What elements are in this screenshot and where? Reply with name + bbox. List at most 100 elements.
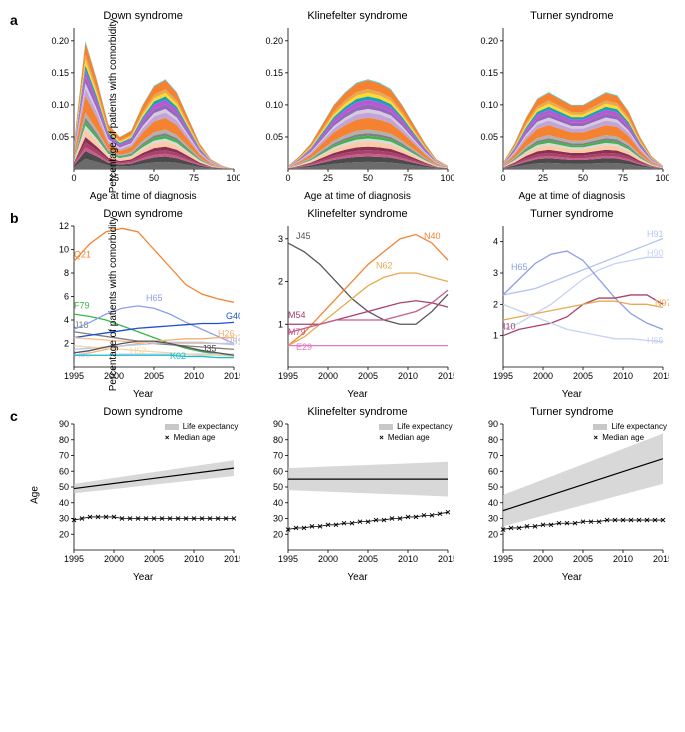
- svg-text:J45: J45: [296, 231, 311, 241]
- xlabel: Year: [469, 572, 675, 583]
- panel-title: Klinefelter syndrome: [254, 208, 460, 220]
- xlabel: Year: [40, 572, 246, 583]
- svg-text:100: 100: [226, 173, 240, 183]
- legend: Life expectancy×Median age: [593, 422, 667, 444]
- svg-text:10: 10: [59, 245, 69, 255]
- ylabel: Percentage of patients with comorbidity: [108, 217, 119, 392]
- svg-text:4: 4: [64, 315, 69, 325]
- svg-text:3: 3: [493, 268, 498, 278]
- svg-text:30: 30: [488, 514, 498, 524]
- svg-text:0.20: 0.20: [51, 36, 69, 46]
- svg-text:70: 70: [488, 451, 498, 461]
- svg-text:2000: 2000: [533, 554, 553, 564]
- xlabel: Year: [254, 572, 460, 583]
- svg-text:2010: 2010: [184, 554, 204, 564]
- svg-text:90: 90: [488, 420, 498, 429]
- panel-a-2: Turner syndrome02550751000.050.100.150.2…: [469, 10, 675, 202]
- legend: Life expectancy×Median age: [165, 422, 239, 444]
- svg-text:50: 50: [363, 173, 373, 183]
- svg-text:H52: H52: [130, 346, 147, 356]
- svg-text:75: 75: [618, 173, 628, 183]
- panel-b-2: Turner syndrome199520002005201020151234H…: [469, 208, 675, 400]
- svg-text:N62: N62: [376, 261, 393, 271]
- svg-text:2015: 2015: [653, 371, 669, 381]
- row-label-b: b: [10, 208, 32, 226]
- svg-text:J35: J35: [202, 344, 217, 354]
- svg-text:40: 40: [59, 498, 69, 508]
- row-label-a: a: [10, 10, 32, 28]
- svg-text:0.20: 0.20: [480, 36, 498, 46]
- xlabel: Age at time of diagnosis: [40, 191, 246, 202]
- svg-text:2010: 2010: [398, 371, 418, 381]
- svg-text:N97: N97: [655, 298, 669, 308]
- svg-text:90: 90: [273, 420, 283, 429]
- panel-title: Down syndrome: [40, 406, 246, 418]
- xlabel: Age at time of diagnosis: [469, 191, 675, 202]
- svg-text:E29: E29: [296, 342, 312, 352]
- svg-text:2015: 2015: [224, 554, 240, 564]
- legend: Life expectancy×Median age: [379, 422, 453, 444]
- svg-text:2005: 2005: [358, 554, 378, 564]
- svg-text:2005: 2005: [144, 554, 164, 564]
- svg-text:60: 60: [273, 466, 283, 476]
- svg-text:1995: 1995: [64, 371, 84, 381]
- svg-text:60: 60: [59, 466, 69, 476]
- panel-title: Klinefelter syndrome: [254, 406, 460, 418]
- svg-text:20: 20: [273, 529, 283, 539]
- svg-text:0.20: 0.20: [266, 36, 284, 46]
- svg-text:2005: 2005: [573, 554, 593, 564]
- svg-text:H91: H91: [647, 229, 664, 239]
- svg-text:30: 30: [273, 514, 283, 524]
- svg-text:2010: 2010: [613, 371, 633, 381]
- svg-text:100: 100: [655, 173, 669, 183]
- xlabel: Age at time of diagnosis: [254, 191, 460, 202]
- svg-text:3: 3: [278, 234, 283, 244]
- svg-text:6: 6: [64, 292, 69, 302]
- ylabel: Percentage of patients with comorbidity: [108, 19, 119, 194]
- svg-text:75: 75: [189, 173, 199, 183]
- svg-text:50: 50: [59, 482, 69, 492]
- xlabel: Year: [40, 389, 246, 400]
- svg-text:F79: F79: [74, 300, 90, 310]
- svg-text:50: 50: [578, 173, 588, 183]
- svg-text:25: 25: [323, 173, 333, 183]
- svg-text:2000: 2000: [318, 554, 338, 564]
- svg-text:2015: 2015: [653, 554, 669, 564]
- svg-text:H65: H65: [511, 262, 528, 272]
- svg-text:80: 80: [59, 435, 69, 445]
- svg-text:M54: M54: [288, 310, 306, 320]
- panel-title: Down syndrome: [40, 208, 246, 220]
- svg-text:N40: N40: [424, 231, 441, 241]
- svg-text:2000: 2000: [104, 554, 124, 564]
- panel-c-2: Turner syndrome1995200020052010201520304…: [469, 406, 675, 583]
- panel-b-1: Klinefelter syndrome19952000200520102015…: [254, 208, 460, 400]
- svg-text:2: 2: [64, 339, 69, 349]
- svg-text:50: 50: [273, 482, 283, 492]
- svg-text:2005: 2005: [573, 371, 593, 381]
- svg-text:4: 4: [493, 237, 498, 247]
- row-label-c: c: [10, 406, 32, 424]
- panel-title: Down syndrome: [40, 10, 246, 22]
- ylabel: Age: [29, 486, 40, 504]
- svg-text:H66: H66: [647, 336, 664, 346]
- panel-a-0: Down syndrome02550751000.050.100.150.20P…: [40, 10, 246, 202]
- svg-text:2000: 2000: [533, 371, 553, 381]
- svg-text:H65: H65: [146, 293, 163, 303]
- svg-text:12: 12: [59, 222, 69, 231]
- svg-text:1: 1: [278, 319, 283, 329]
- svg-text:0.10: 0.10: [480, 100, 498, 110]
- svg-text:2005: 2005: [144, 371, 164, 381]
- svg-text:1995: 1995: [278, 371, 298, 381]
- svg-text:80: 80: [273, 435, 283, 445]
- svg-text:2015: 2015: [224, 371, 240, 381]
- svg-text:100: 100: [441, 173, 455, 183]
- svg-text:0.10: 0.10: [266, 100, 284, 110]
- svg-text:2010: 2010: [184, 371, 204, 381]
- svg-text:50: 50: [149, 173, 159, 183]
- panel-a-1: Klinefelter syndrome02550751000.050.100.…: [254, 10, 460, 202]
- svg-text:70: 70: [273, 451, 283, 461]
- panel-title: Klinefelter syndrome: [254, 10, 460, 22]
- svg-text:8: 8: [64, 268, 69, 278]
- svg-text:0.05: 0.05: [51, 132, 69, 142]
- panel-c-0: Down syndrome199520002005201020152030405…: [40, 406, 246, 583]
